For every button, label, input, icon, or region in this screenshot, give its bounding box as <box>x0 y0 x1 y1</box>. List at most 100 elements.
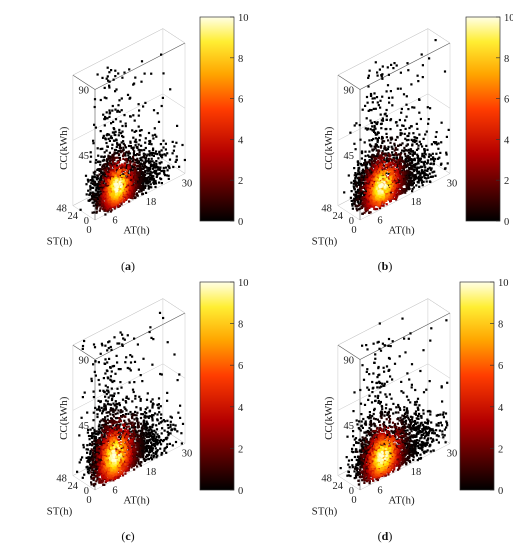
data-point <box>123 194 126 197</box>
data-point <box>104 137 107 140</box>
data-point <box>420 181 424 184</box>
data-point <box>119 195 122 198</box>
data-point <box>377 198 381 202</box>
data-point <box>397 179 400 182</box>
data-point <box>99 176 102 179</box>
data-point <box>445 135 448 138</box>
data-point <box>155 164 158 167</box>
data-point <box>96 175 99 178</box>
data-point <box>416 153 419 156</box>
data-point <box>368 108 372 112</box>
data-point <box>119 149 122 152</box>
data-point <box>382 204 385 207</box>
data-point <box>92 142 95 145</box>
data-point <box>413 151 416 154</box>
data-point <box>353 200 357 203</box>
data-point <box>377 136 380 139</box>
data-point <box>113 200 116 203</box>
data-point <box>389 157 392 160</box>
data-point <box>393 197 396 200</box>
data-point <box>91 178 94 181</box>
data-point <box>93 196 96 199</box>
data-point <box>137 182 140 185</box>
data-point <box>104 177 107 180</box>
data-point <box>164 148 167 151</box>
data-point <box>423 160 426 163</box>
gridline <box>72 93 186 141</box>
data-point <box>114 183 117 186</box>
data-point <box>389 174 392 177</box>
data-point <box>133 170 136 173</box>
data-point <box>408 156 411 159</box>
data-point <box>425 144 428 147</box>
data-point <box>96 168 99 171</box>
data-point <box>423 169 426 172</box>
data-point <box>360 152 364 155</box>
data-point <box>356 200 359 203</box>
y-axis-label: ST(h) <box>47 235 73 247</box>
data-point <box>376 101 379 104</box>
data-point <box>134 168 137 171</box>
data-point <box>400 178 403 181</box>
data-point <box>121 193 124 196</box>
data-point <box>355 198 358 201</box>
scatter-series <box>343 39 450 215</box>
data-point <box>102 184 105 187</box>
data-point <box>117 194 120 197</box>
data-point <box>425 173 428 176</box>
data-point <box>374 145 377 148</box>
data-point <box>394 164 397 167</box>
data-point <box>131 197 134 200</box>
data-point <box>150 72 153 75</box>
data-point <box>163 153 166 156</box>
data-point <box>374 137 377 140</box>
data-point <box>116 109 119 112</box>
data-point <box>356 188 360 191</box>
data-point <box>391 151 394 154</box>
data-point <box>390 175 393 178</box>
data-point <box>381 150 384 153</box>
data-point <box>400 167 403 170</box>
data-point <box>131 187 134 190</box>
data-point <box>148 140 151 143</box>
data-point <box>142 105 145 108</box>
data-point <box>362 193 365 196</box>
data-point <box>375 149 378 152</box>
data-point <box>369 185 372 188</box>
data-point <box>399 132 402 135</box>
data-point <box>421 152 424 155</box>
data-point <box>396 124 399 127</box>
data-point <box>420 53 423 56</box>
data-point <box>85 183 88 186</box>
data-point <box>387 193 390 196</box>
data-point <box>108 162 111 165</box>
data-point <box>128 166 131 169</box>
data-point <box>379 194 382 197</box>
data-point <box>109 192 112 195</box>
data-point <box>397 185 400 188</box>
data-point <box>103 155 106 158</box>
data-point <box>110 122 113 125</box>
data-point <box>392 67 395 70</box>
data-point <box>354 148 357 151</box>
data-point <box>122 177 125 180</box>
data-point <box>395 198 398 201</box>
data-point <box>376 121 379 124</box>
data-point <box>368 171 371 174</box>
data-point <box>109 165 112 168</box>
data-point <box>380 122 383 125</box>
data-point <box>398 177 401 180</box>
data-point <box>373 97 376 100</box>
data-point <box>395 173 398 176</box>
data-point <box>390 170 394 173</box>
data-point <box>125 190 128 193</box>
data-point <box>100 155 103 158</box>
data-point <box>411 188 414 191</box>
data-point <box>402 160 405 163</box>
data-point <box>389 199 392 202</box>
data-point <box>144 170 147 173</box>
data-point <box>363 182 366 185</box>
data-point <box>99 207 102 210</box>
data-point <box>111 143 114 146</box>
data-point <box>93 198 96 201</box>
